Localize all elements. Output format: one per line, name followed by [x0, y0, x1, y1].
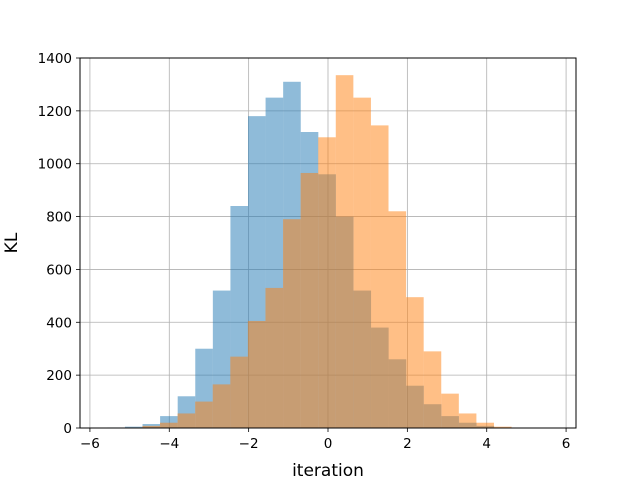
x-tick-label: 6: [562, 436, 571, 452]
histogram-bar: [230, 356, 248, 428]
histogram-bar: [423, 351, 442, 428]
histogram-bar: [370, 125, 389, 429]
y-axis-label: KL: [2, 232, 22, 253]
histogram-bar: [212, 384, 231, 428]
y-tick-label: 1000: [38, 157, 72, 173]
y-tick-label: 1400: [38, 51, 72, 67]
x-axis-ticks: −6 −4 −2 0 2 4 6: [80, 428, 570, 452]
histogram-bar: [195, 401, 213, 428]
histogram-bar: [441, 393, 459, 428]
histogram-bar: [300, 172, 319, 428]
histogram-bar: [177, 413, 196, 428]
y-tick-label: 0: [63, 421, 72, 437]
x-axis-label: iteration: [292, 461, 364, 480]
x-tick-label: 4: [482, 436, 491, 452]
histogram-bar: [388, 211, 407, 428]
y-tick-label: 800: [46, 210, 72, 226]
histogram-bar: [142, 425, 160, 428]
y-tick-label: 200: [46, 368, 72, 384]
histogram-bar: [265, 287, 284, 428]
histogram-bar: [476, 422, 494, 428]
histogram-bar: [247, 320, 266, 428]
y-axis-ticks: 0 200 400 600 800 1000 1200 1400: [38, 51, 80, 437]
y-tick-label: 600: [46, 262, 72, 278]
histogram-bar: [160, 416, 178, 428]
series-2: [124, 75, 512, 429]
y-tick-label: 400: [46, 315, 72, 331]
y-tick-label: 1200: [38, 104, 72, 120]
histogram-bar: [335, 75, 354, 428]
histogram-bar: [406, 297, 424, 428]
histogram-bars: [107, 75, 512, 429]
x-tick-label: −4: [159, 436, 179, 452]
histogram-bar: [353, 97, 371, 429]
x-tick-label: 0: [324, 436, 333, 452]
x-tick-label: −6: [80, 436, 100, 452]
histogram-bar: [493, 426, 512, 428]
histogram-bar: [283, 219, 301, 428]
histogram-bar: [124, 426, 143, 428]
histogram-bar: [458, 413, 477, 428]
x-tick-label: 2: [403, 436, 412, 452]
histogram-bar: [318, 137, 336, 429]
histogram-bar: [159, 422, 178, 428]
x-tick-label: −2: [239, 436, 259, 452]
